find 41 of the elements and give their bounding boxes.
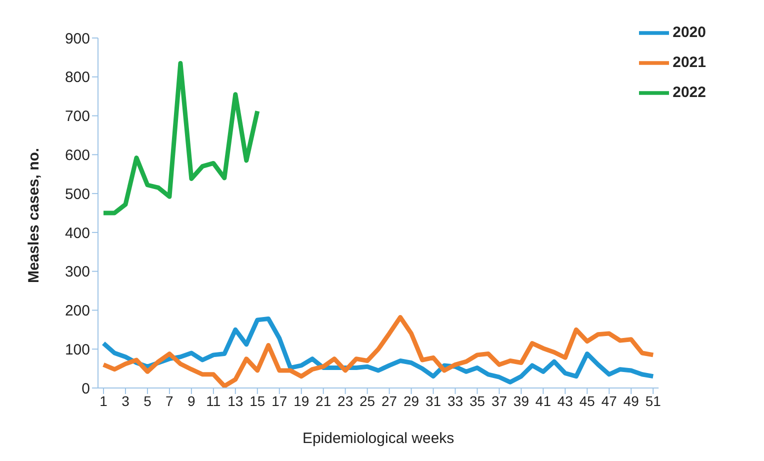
x-tick-label: 33 <box>447 392 464 409</box>
x-tick-label: 21 <box>316 392 332 409</box>
x-tick-label: 1 <box>100 392 108 409</box>
y-tick-label: 100 <box>64 341 90 358</box>
legend-label: 2022 <box>672 84 706 101</box>
x-tick-label: 49 <box>623 392 640 409</box>
x-tick-label: 47 <box>601 392 618 409</box>
x-tick-label: 15 <box>250 392 266 409</box>
x-tick-label: 31 <box>425 392 442 409</box>
x-tick-label: 23 <box>338 392 354 409</box>
legend-label: 2021 <box>672 54 706 71</box>
x-axis-title: Epidemiological weeks <box>302 430 454 447</box>
x-tick-label: 3 <box>122 392 130 409</box>
x-tick-label: 45 <box>579 392 596 409</box>
y-tick-label: 700 <box>64 108 90 126</box>
x-tick-label: 39 <box>513 392 530 409</box>
x-tick-label: 37 <box>491 392 508 409</box>
x-tick-label: 5 <box>144 392 152 409</box>
y-tick-label: 800 <box>64 69 90 86</box>
y-tick-label: 600 <box>64 146 90 164</box>
x-tick-label: 27 <box>382 392 398 409</box>
y-tick-label: 500 <box>64 186 90 203</box>
legend-label: 2020 <box>672 24 706 41</box>
y-tick-label: 400 <box>64 224 90 242</box>
x-tick-label: 11 <box>206 392 221 409</box>
x-tick-label: 29 <box>404 392 420 409</box>
y-tick-label: 0 <box>82 380 90 398</box>
x-tick-label: 17 <box>272 392 288 409</box>
y-tick-label: 900 <box>64 30 90 48</box>
x-tick-label: 51 <box>645 392 662 409</box>
x-tick-label: 19 <box>294 392 310 409</box>
x-tick-label: 9 <box>188 392 196 409</box>
x-tick-label: 25 <box>360 392 376 409</box>
y-tick-label: 200 <box>64 302 90 320</box>
x-tick-label: 41 <box>535 392 552 409</box>
x-tick-label: 13 <box>228 392 244 409</box>
x-tick-label: 35 <box>469 392 486 409</box>
y-tick-label: 300 <box>64 264 90 281</box>
y-axis-title: Measles cases, no. <box>25 148 42 283</box>
x-tick-label: 7 <box>166 392 174 409</box>
x-tick-label: 43 <box>557 392 574 409</box>
